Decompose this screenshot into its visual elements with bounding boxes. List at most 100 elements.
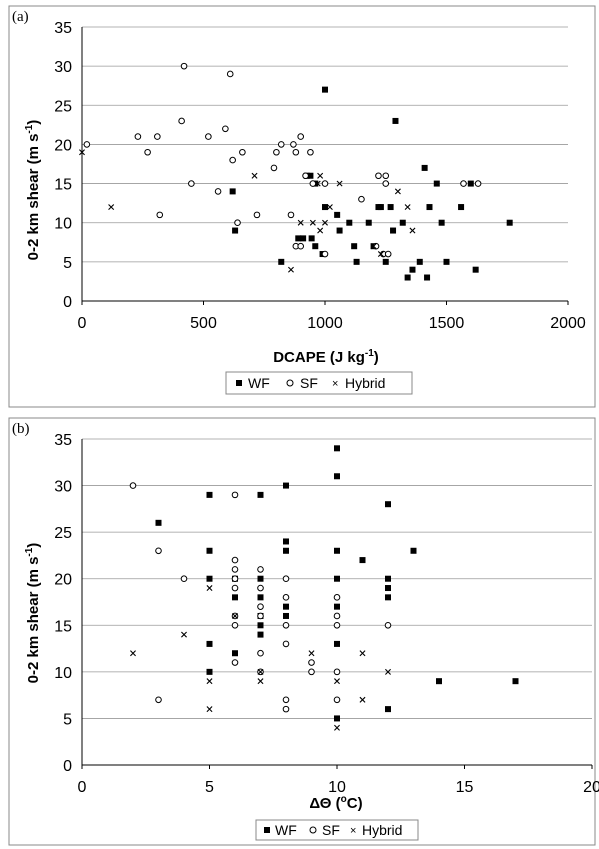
point-wf	[206, 491, 213, 498]
point-sf	[234, 219, 241, 227]
legend-wf-marker	[236, 380, 242, 386]
point-wf	[334, 640, 340, 647]
panel-b-y-axis-title: 0-2 km shear (m s-1)	[24, 543, 42, 684]
point-wf	[334, 547, 340, 554]
point-hybrid	[370, 243, 377, 250]
point-wf	[416, 258, 423, 265]
point-wf	[334, 211, 341, 218]
point-sf	[282, 696, 290, 704]
point-hybrid	[334, 724, 340, 731]
point-hybrid	[283, 612, 289, 619]
panel-b: (b) 0 5 10 15 20 25 30 35 0 5 10 15 20 0-2 km shear…	[8, 417, 599, 846]
point-hybrid	[287, 266, 294, 273]
point-wf	[353, 258, 360, 265]
legend-hybrid-label: Hybrid	[345, 375, 385, 391]
point-hybrid	[317, 227, 324, 234]
point-wf	[334, 603, 340, 610]
point-sf	[292, 148, 300, 156]
point-wf	[257, 622, 264, 629]
point-wf	[385, 594, 391, 601]
panel-b-axes	[81, 439, 593, 769]
point-sf	[302, 172, 309, 180]
point-wf	[410, 547, 417, 554]
point-sf	[229, 156, 236, 164]
legend-wf-marker	[264, 827, 270, 833]
y-tick-label: 35	[54, 20, 72, 37]
panel-b-x-tick-labels: 0 5 10 15 20	[78, 779, 599, 796]
point-wf	[409, 266, 416, 273]
legend-hybrid-marker: ×	[332, 378, 338, 390]
y-tick-label: 25	[54, 525, 72, 542]
point-sf	[205, 133, 212, 140]
point-sf	[309, 180, 317, 187]
point-sf	[180, 575, 188, 583]
point-sf	[375, 172, 382, 180]
point-wf	[283, 603, 289, 610]
panel-b-legend: WF SF × Hybrid	[255, 819, 419, 841]
point-hybrid	[206, 706, 213, 713]
point-sf	[282, 640, 290, 648]
panel-a-axes	[81, 27, 569, 305]
point-hybrid	[409, 227, 416, 234]
panel-b-points	[129, 445, 519, 731]
point-wf	[458, 204, 465, 211]
point-sf	[253, 211, 261, 219]
point-sf	[257, 566, 264, 573]
point-hybrid	[334, 678, 340, 685]
point-wf	[334, 445, 340, 452]
legend-hybrid-marker: ×	[350, 825, 356, 837]
point-wf	[295, 235, 302, 242]
point-wf	[206, 640, 213, 647]
legend-wf-label: WF	[275, 822, 297, 838]
point-sf	[129, 482, 137, 489]
point-sf	[154, 133, 161, 140]
point-sf	[155, 547, 162, 555]
point-wf	[257, 575, 264, 582]
y-tick-label: 10	[54, 665, 72, 682]
point-sf	[231, 575, 239, 583]
point-sf	[474, 180, 482, 187]
y-tick-label: 20	[54, 572, 72, 589]
y-tick-label: 15	[54, 177, 72, 194]
point-wf	[359, 557, 366, 564]
point-wf	[308, 235, 315, 242]
point-sf	[297, 133, 305, 140]
point-wf	[229, 188, 236, 195]
point-sf	[308, 668, 315, 676]
point-sf	[180, 62, 188, 70]
point-hybrid	[257, 678, 264, 685]
point-wf	[365, 219, 372, 226]
point-sf	[83, 141, 91, 148]
point-wf	[206, 547, 213, 554]
point-sf	[134, 133, 142, 140]
point-wf	[257, 631, 264, 638]
point-wf	[436, 678, 442, 685]
x-tick-label: 0	[78, 779, 87, 796]
point-wf	[334, 473, 340, 480]
x-tick-label: 0	[78, 315, 87, 332]
point-wf	[385, 575, 391, 582]
point-wf	[232, 227, 239, 234]
point-sf	[333, 594, 341, 601]
point-wf	[206, 575, 213, 582]
point-sf	[321, 250, 329, 258]
point-wf	[312, 243, 319, 250]
point-hybrid	[394, 188, 401, 195]
point-hybrid	[326, 204, 333, 211]
panel-b-legend-box	[255, 819, 419, 841]
point-wf	[283, 538, 289, 545]
point-sf	[144, 148, 151, 156]
point-sf	[188, 180, 195, 187]
point-wf	[278, 258, 285, 265]
y-tick-label: 5	[63, 711, 72, 728]
point-sf	[226, 70, 234, 78]
panel-a-y-tick-labels: 0 5 10 15 20 25 30 35	[54, 20, 72, 311]
point-wf	[322, 86, 328, 93]
point-wf	[257, 491, 264, 498]
legend-wf-label: WF	[248, 375, 270, 391]
point-wf	[155, 519, 162, 526]
point-hybrid	[314, 180, 321, 187]
point-hybrid	[322, 219, 328, 226]
legend-hybrid-label: Hybrid	[362, 822, 402, 838]
x-tick-label: 5	[205, 779, 214, 796]
